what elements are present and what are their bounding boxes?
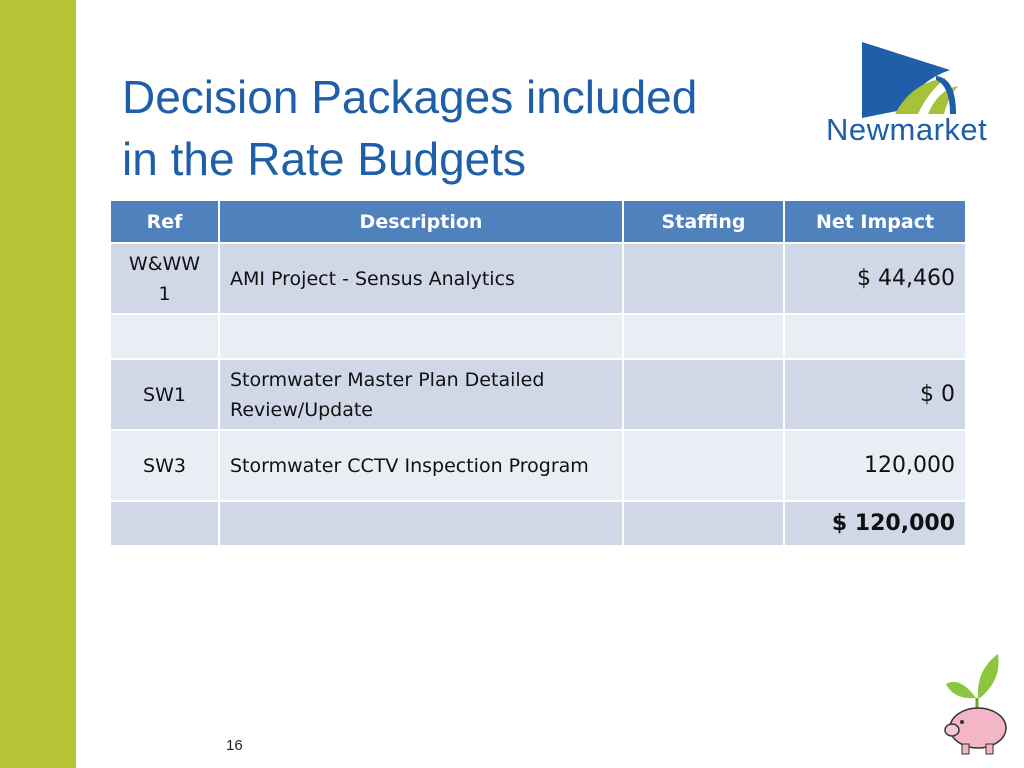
table-cell: SW3: [111, 431, 218, 500]
table-cell: [220, 315, 622, 358]
table-cell: [624, 244, 783, 313]
table-cell: W&WW 1: [111, 244, 218, 313]
table-cell: [111, 502, 218, 545]
table-cell: 120,000: [785, 431, 965, 500]
table-cell: SW1: [111, 360, 218, 429]
logo-arc: [936, 76, 956, 114]
header-cell: Net Impact: [785, 201, 965, 242]
table-cell: Stormwater Master Plan Detailed Review/U…: [220, 360, 622, 429]
logo-mark: [862, 42, 958, 118]
title-line: in the Rate Budgets: [122, 133, 527, 185]
page-number: 16: [226, 737, 243, 754]
logo-text: Newmarket: [826, 112, 988, 147]
table-cell: [624, 502, 783, 545]
pig-leg: [961, 743, 970, 755]
header-cell: Ref: [111, 201, 218, 242]
table-cell: [624, 431, 783, 500]
pig-leg: [985, 743, 994, 755]
piggy-icon: [944, 654, 1007, 755]
header-cell: Staffing: [624, 201, 783, 242]
leaf: [946, 681, 976, 699]
table-cell: [624, 315, 783, 358]
table-cell: [624, 360, 783, 429]
table-cell: [220, 502, 622, 545]
table-cell: $ 120,000: [785, 502, 965, 545]
table-cell: $ 0: [785, 360, 965, 429]
pig-snout: [944, 723, 960, 737]
table-cell: $ 44,460: [785, 244, 965, 313]
table-cell: [111, 315, 218, 358]
header-cell: Description: [220, 201, 622, 242]
leaf: [977, 654, 999, 698]
logo-arc: [895, 78, 946, 114]
logo-flag: [862, 42, 950, 118]
pig-eye: [960, 720, 964, 724]
title-line: Decision Packages included: [122, 71, 698, 123]
side-bar: [0, 0, 76, 768]
table-cell: Stormwater CCTV Inspection Program: [220, 431, 622, 500]
title: Decision Packages included in the Rate B…: [122, 66, 697, 190]
table-cell: [785, 315, 965, 358]
table-cell: AMI Project - Sensus Analytics: [220, 244, 622, 313]
